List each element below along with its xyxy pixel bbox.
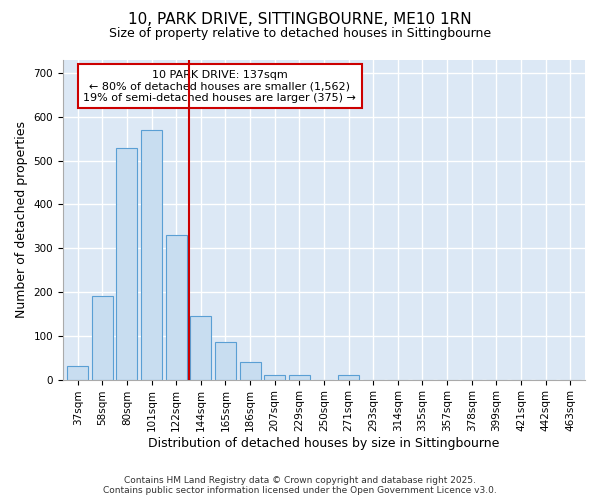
Text: 10, PARK DRIVE, SITTINGBOURNE, ME10 1RN: 10, PARK DRIVE, SITTINGBOURNE, ME10 1RN (128, 12, 472, 28)
Text: Size of property relative to detached houses in Sittingbourne: Size of property relative to detached ho… (109, 28, 491, 40)
Bar (116, 148, 137, 380)
Bar (166, 235, 187, 380)
Bar (141, 130, 162, 380)
Text: Contains HM Land Registry data © Crown copyright and database right 2025.
Contai: Contains HM Land Registry data © Crown c… (103, 476, 497, 495)
X-axis label: Distribution of detached houses by size in Sittingbourne: Distribution of detached houses by size … (148, 437, 500, 450)
Bar (289, 375, 310, 380)
Bar (92, 296, 113, 380)
Bar (338, 375, 359, 380)
Y-axis label: Number of detached properties: Number of detached properties (15, 122, 28, 318)
Bar (215, 342, 236, 380)
Bar (264, 375, 285, 380)
Text: 10 PARK DRIVE: 137sqm
← 80% of detached houses are smaller (1,562)
19% of semi-d: 10 PARK DRIVE: 137sqm ← 80% of detached … (83, 70, 356, 103)
Bar (239, 362, 260, 380)
Bar (190, 316, 211, 380)
Bar (67, 366, 88, 380)
